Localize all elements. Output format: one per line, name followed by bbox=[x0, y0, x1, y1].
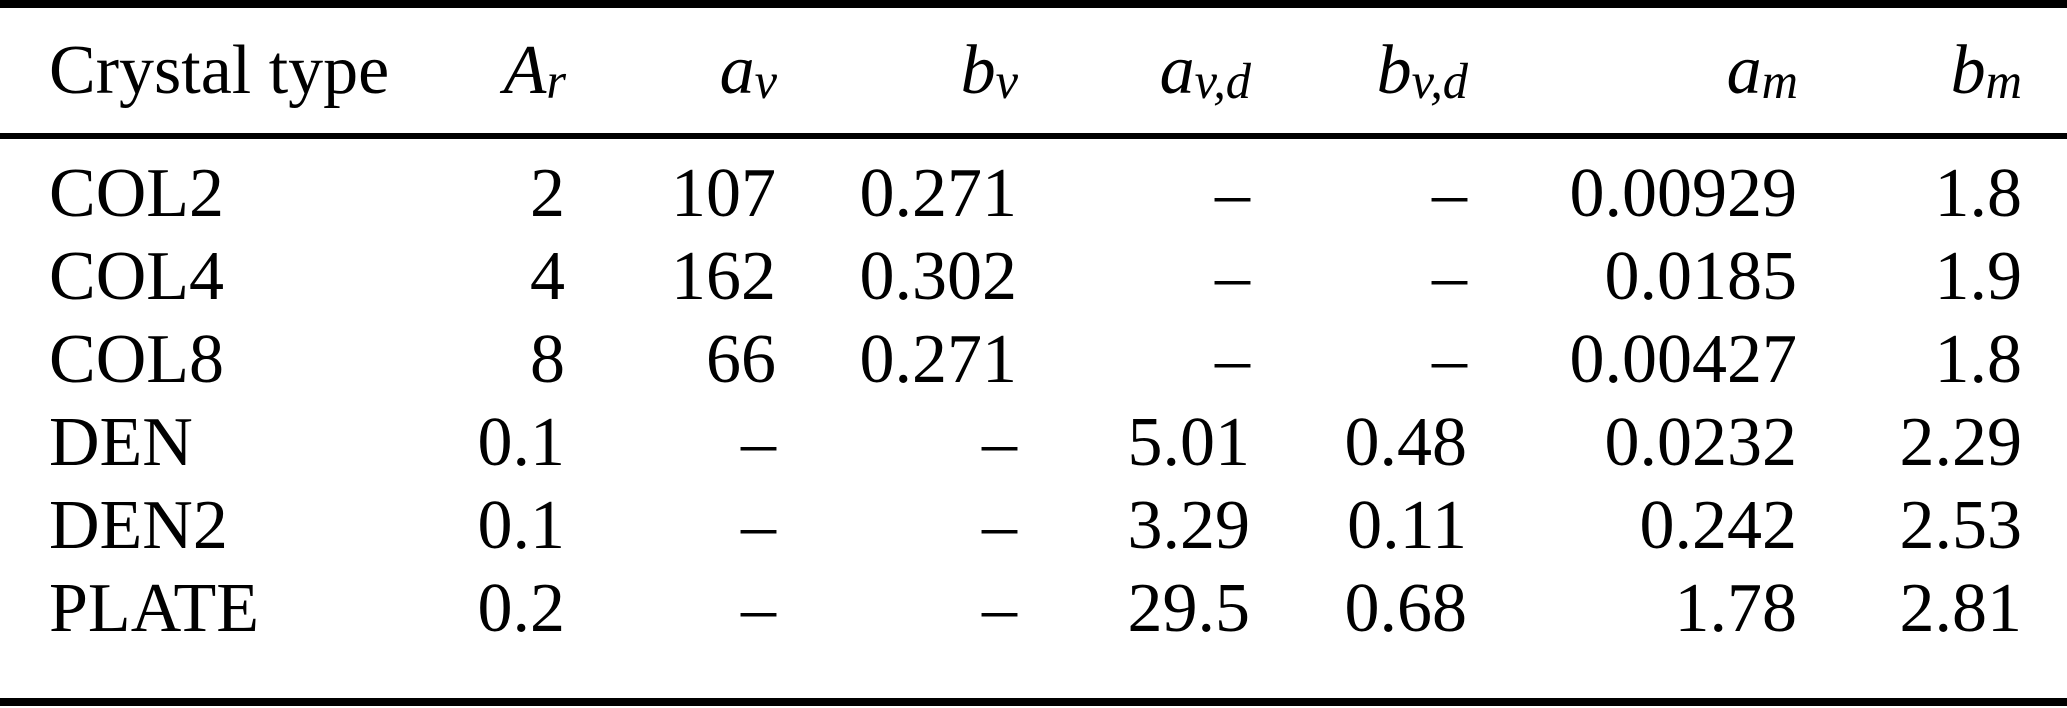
column-header-bm: bm bbox=[1798, 8, 2067, 139]
cell-ar: 8 bbox=[530, 320, 565, 398]
header-symbol: a bbox=[1726, 31, 1762, 109]
column-header-am: am bbox=[1468, 8, 1798, 139]
cell-crystal-type: DEN bbox=[49, 403, 193, 481]
cell-bvd: – bbox=[1432, 237, 1467, 315]
column-header-crystal-type: Crystal type bbox=[0, 8, 400, 139]
table-body: COL2 2 107 0.271 – – 0.00929 1.8 COL4 4 … bbox=[0, 136, 2067, 650]
cell-crystal-type: COL2 bbox=[49, 154, 224, 232]
cell-ar: 0.2 bbox=[477, 569, 566, 647]
cell-bv: – bbox=[982, 486, 1017, 564]
header-subscript: v bbox=[995, 52, 1018, 109]
cell-ar: 2 bbox=[530, 154, 565, 232]
column-header-avd: av,d bbox=[1018, 8, 1251, 139]
table-row: DEN2 0.1 – – 3.29 0.11 0.242 2.53 bbox=[0, 484, 2067, 567]
spacer-cell bbox=[0, 136, 2067, 152]
header-subscript: m bbox=[1761, 52, 1798, 109]
cell-bv: – bbox=[982, 569, 1017, 647]
table-row: PLATE 0.2 – – 29.5 0.68 1.78 2.81 bbox=[0, 567, 2067, 650]
cell-bm: 1.8 bbox=[1934, 320, 2023, 398]
table-row: COL4 4 162 0.302 – – 0.0185 1.9 bbox=[0, 235, 2067, 318]
cell-bv: 0.271 bbox=[859, 320, 1018, 398]
header-symbol: a bbox=[1159, 31, 1195, 109]
header-subscript: v,d bbox=[1194, 52, 1251, 109]
cell-av: – bbox=[741, 569, 776, 647]
header-subscript: v,d bbox=[1411, 52, 1468, 109]
cell-avd: – bbox=[1215, 237, 1250, 315]
cell-bv: – bbox=[982, 403, 1017, 481]
cell-bm: 2.29 bbox=[1899, 403, 2023, 481]
header-gap-spacer bbox=[0, 136, 2067, 152]
cell-bvd: – bbox=[1432, 320, 1467, 398]
cell-avd: 29.5 bbox=[1127, 569, 1251, 647]
cell-avd: 5.01 bbox=[1127, 403, 1251, 481]
cell-am: 0.00427 bbox=[1569, 320, 1798, 398]
table-row: DEN 0.1 – – 5.01 0.48 0.0232 2.29 bbox=[0, 401, 2067, 484]
header-symbol: b bbox=[1950, 31, 1986, 109]
cell-crystal-type: COL4 bbox=[49, 237, 224, 315]
cell-av: – bbox=[741, 486, 776, 564]
header-subscript: v bbox=[754, 52, 777, 109]
column-header-bvd: bv,d bbox=[1251, 8, 1468, 139]
cell-bvd: – bbox=[1432, 154, 1467, 232]
cell-bv: 0.271 bbox=[859, 154, 1018, 232]
table-header: Crystal type Ar av bv av,d bv,d am bm bbox=[0, 8, 2067, 139]
cell-bm: 1.9 bbox=[1934, 237, 2023, 315]
cell-bv: 0.302 bbox=[859, 237, 1018, 315]
header-symbol: a bbox=[719, 31, 755, 109]
table-top-rule bbox=[0, 0, 2067, 8]
cell-am: 0.00929 bbox=[1569, 154, 1798, 232]
cell-bm: 1.8 bbox=[1934, 154, 2023, 232]
cell-am: 0.242 bbox=[1639, 486, 1798, 564]
header-row: Crystal type Ar av bv av,d bv,d am bm bbox=[0, 8, 2067, 139]
cell-crystal-type: DEN2 bbox=[49, 486, 228, 564]
table-bottom-rule bbox=[0, 698, 2067, 706]
table-row: COL8 8 66 0.271 – – 0.00427 1.8 bbox=[0, 318, 2067, 401]
cell-am: 0.0185 bbox=[1604, 237, 1798, 315]
cell-avd: – bbox=[1215, 320, 1250, 398]
header-subscript: m bbox=[1985, 52, 2022, 109]
cell-avd: – bbox=[1215, 154, 1250, 232]
cell-bm: 2.53 bbox=[1899, 486, 2023, 564]
cell-bvd: 0.11 bbox=[1347, 486, 1467, 564]
column-header-av: av bbox=[566, 8, 777, 139]
cell-ar: 0.1 bbox=[477, 486, 566, 564]
header-symbol: A bbox=[503, 31, 547, 109]
cell-ar: 4 bbox=[530, 237, 565, 315]
cell-bvd: 0.48 bbox=[1344, 403, 1468, 481]
crystal-parameters-table: Crystal type Ar av bv av,d bv,d am bm CO… bbox=[0, 8, 2067, 650]
cell-av: 107 bbox=[671, 154, 776, 232]
cell-am: 0.0232 bbox=[1604, 403, 1798, 481]
header-subscript: r bbox=[546, 52, 566, 109]
cell-av: 162 bbox=[671, 237, 776, 315]
cell-crystal-type: COL8 bbox=[49, 320, 224, 398]
header-symbol: b bbox=[960, 31, 996, 109]
cell-av: 66 bbox=[706, 320, 776, 398]
cell-am: 1.78 bbox=[1674, 569, 1798, 647]
cell-bvd: 0.68 bbox=[1344, 569, 1468, 647]
cell-crystal-type: PLATE bbox=[49, 569, 259, 647]
cell-ar: 0.1 bbox=[477, 403, 566, 481]
table-row: COL2 2 107 0.271 – – 0.00929 1.8 bbox=[0, 152, 2067, 235]
header-label: Crystal type bbox=[49, 31, 390, 109]
cell-av: – bbox=[741, 403, 776, 481]
column-header-ar: Ar bbox=[400, 8, 566, 139]
column-header-bv: bv bbox=[777, 8, 1018, 139]
header-symbol: b bbox=[1376, 31, 1412, 109]
cell-avd: 3.29 bbox=[1127, 486, 1251, 564]
cell-bm: 2.81 bbox=[1899, 569, 2023, 647]
